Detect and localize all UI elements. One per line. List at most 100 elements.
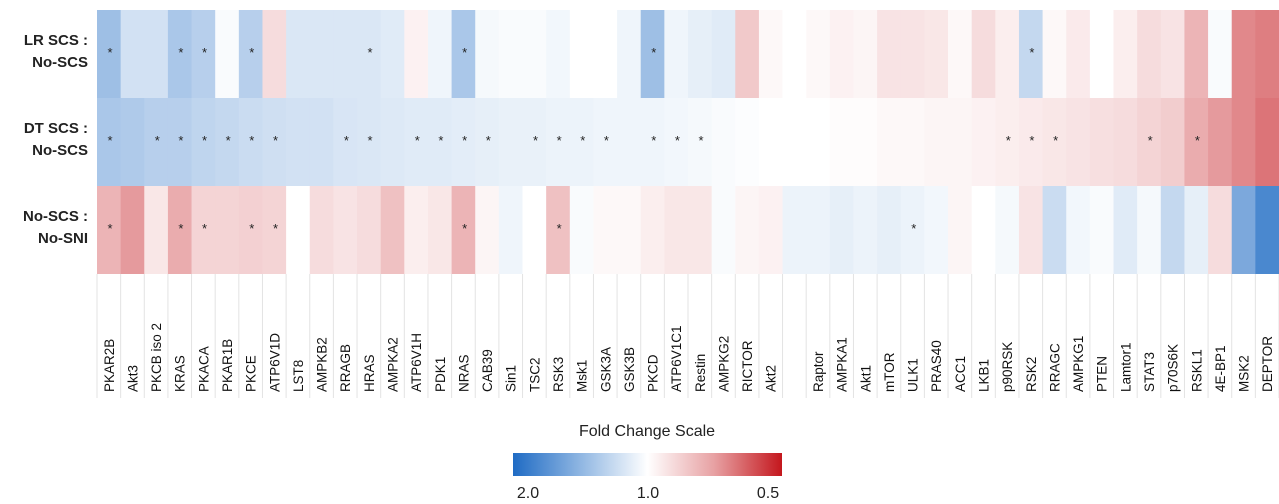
heatmap-cell bbox=[1255, 98, 1279, 186]
heatmap-cell bbox=[1231, 98, 1256, 186]
heatmap-cell bbox=[404, 98, 429, 186]
heatmap-cell bbox=[1160, 10, 1186, 98]
fold-change-legend: Fold Change Scale 2.0 1.0 0.5 bbox=[513, 423, 782, 502]
heatmap-cell bbox=[782, 98, 807, 186]
column-label: Akt1 bbox=[858, 365, 873, 392]
column-labels: PKAR2B Akt3 PKCB iso 2 KRAS PKACA PKAR1B PKCE A… bbox=[102, 323, 1275, 392]
heatmap-cell bbox=[1184, 98, 1209, 186]
significance-star: * bbox=[178, 133, 183, 148]
column-label: TSC2 bbox=[527, 357, 542, 392]
significance-star: * bbox=[911, 221, 916, 236]
heatmap-cell bbox=[357, 10, 382, 98]
significance-star: * bbox=[178, 45, 183, 60]
heatmap-cell bbox=[167, 186, 193, 274]
heatmap-cell bbox=[120, 10, 145, 98]
significance-star: * bbox=[107, 133, 112, 148]
heatmap-cell bbox=[806, 98, 831, 186]
heatmap-cell bbox=[995, 10, 1020, 98]
heatmap-cell bbox=[262, 98, 287, 186]
heatmap-cell bbox=[120, 98, 145, 186]
column-label: Akt2 bbox=[764, 365, 779, 392]
heatmap-cell bbox=[380, 98, 405, 186]
heatmap-cell bbox=[427, 186, 453, 274]
heatmap-cell bbox=[569, 10, 595, 98]
heatmap-cell bbox=[309, 98, 334, 186]
column-label: PKCE bbox=[244, 355, 259, 392]
heatmap-cell bbox=[617, 10, 642, 98]
heatmap-cell bbox=[1113, 98, 1138, 186]
heatmap-cell bbox=[404, 10, 429, 98]
heatmap-cell bbox=[498, 98, 524, 186]
column-label: RICTOR bbox=[740, 340, 755, 392]
heatmap-cell bbox=[522, 10, 547, 98]
column-label: PDK1 bbox=[433, 357, 448, 392]
heatmap-cell bbox=[711, 186, 736, 274]
significance-star: * bbox=[249, 45, 254, 60]
column-label: HRAS bbox=[362, 354, 377, 392]
heatmap-cell bbox=[782, 10, 807, 98]
column-label: Lamtor1 bbox=[1118, 342, 1133, 392]
row-label: LR SCS : bbox=[24, 32, 88, 49]
heatmap-cell bbox=[640, 98, 665, 186]
significance-star: * bbox=[107, 221, 112, 236]
significance-star: * bbox=[1053, 133, 1058, 148]
significance-star: * bbox=[226, 133, 231, 148]
significance-star: * bbox=[249, 221, 254, 236]
heatmap-cell bbox=[711, 10, 736, 98]
significance-star: * bbox=[1006, 133, 1011, 148]
heatmap-cell bbox=[286, 98, 311, 186]
legend-gradient-bar bbox=[513, 453, 782, 476]
heatmap-cell bbox=[900, 98, 925, 186]
significance-star: * bbox=[273, 221, 278, 236]
significance-star: * bbox=[580, 133, 585, 148]
heatmap-cell bbox=[664, 98, 689, 186]
significance-star: * bbox=[368, 45, 373, 60]
heatmap-cell bbox=[829, 98, 855, 186]
heatmap-cell bbox=[333, 10, 358, 98]
heatmap-cell bbox=[995, 98, 1020, 186]
column-label: ACC1 bbox=[953, 356, 968, 392]
heatmap-cell bbox=[758, 98, 784, 186]
legend-tick-high: 0.5 bbox=[757, 485, 779, 502]
heatmap-cell bbox=[97, 10, 122, 98]
column-label: RSK2 bbox=[1024, 357, 1039, 392]
column-label: p70S6K bbox=[1166, 344, 1181, 392]
heatmap-cell bbox=[1089, 98, 1115, 186]
heatmap-cell bbox=[1160, 186, 1186, 274]
heatmap-cell bbox=[1066, 186, 1091, 274]
heatmap-cell bbox=[924, 186, 949, 274]
heatmap-cell bbox=[191, 98, 216, 186]
significance-star: * bbox=[533, 133, 538, 148]
significance-star: * bbox=[486, 133, 491, 148]
heatmap-cell bbox=[1255, 10, 1279, 98]
heatmap-cell bbox=[238, 186, 264, 274]
significance-star: * bbox=[249, 133, 254, 148]
significance-star: * bbox=[1148, 133, 1153, 148]
heatmap-cell bbox=[758, 10, 784, 98]
heatmap-cell bbox=[1113, 186, 1138, 274]
column-label: GSK3B bbox=[622, 347, 637, 392]
heatmap-cell bbox=[688, 186, 713, 274]
significance-star: * bbox=[344, 133, 349, 148]
column-label: PRAS40 bbox=[929, 340, 944, 392]
significance-star: * bbox=[462, 221, 467, 236]
heatmap-cell bbox=[546, 10, 571, 98]
heatmap-cell bbox=[782, 186, 807, 274]
heatmap-cell bbox=[380, 10, 405, 98]
heatmap-cell bbox=[1066, 98, 1091, 186]
heatmap-cell bbox=[1042, 98, 1067, 186]
column-label: PKCD bbox=[646, 354, 661, 392]
column-label: RSK3 bbox=[551, 357, 566, 392]
heatmap-cell bbox=[522, 186, 547, 274]
heatmap-cell bbox=[593, 10, 618, 98]
significance-star: * bbox=[1195, 133, 1200, 148]
heatmap-cell bbox=[1208, 98, 1233, 186]
heatmap-cell bbox=[829, 186, 855, 274]
column-label: PKCB iso 2 bbox=[149, 323, 164, 392]
significance-star: * bbox=[155, 133, 160, 148]
heatmap-cell bbox=[853, 186, 878, 274]
heatmap-cell bbox=[735, 98, 760, 186]
heatmap-cell bbox=[498, 10, 524, 98]
heatmap-cell bbox=[593, 98, 618, 186]
heatmap-cell bbox=[1137, 186, 1162, 274]
